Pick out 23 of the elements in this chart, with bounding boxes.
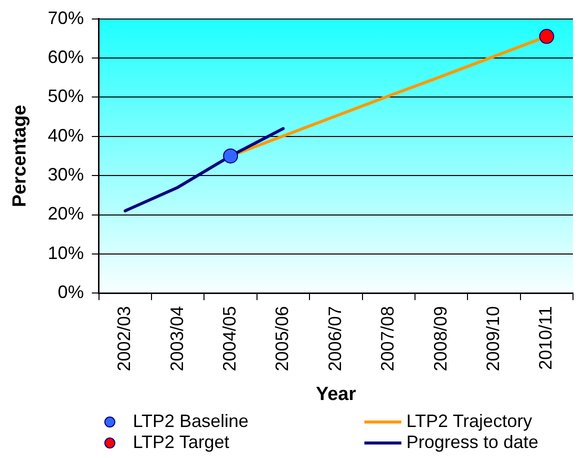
y-tick-label: 30% xyxy=(48,164,84,185)
y-tick-label: 40% xyxy=(48,125,84,146)
x-tick-label: 2008/09 xyxy=(430,306,450,372)
x-tick-label: 2002/03 xyxy=(114,306,134,372)
legend-label: LTP2 Trajectory xyxy=(406,410,532,431)
y-tick-label: 60% xyxy=(48,46,84,67)
y-axis-title: Percentage xyxy=(10,104,31,208)
legend-label: LTP2 Target xyxy=(132,432,230,452)
y-tick-label: 10% xyxy=(48,242,84,263)
x-tick-label: 2006/07 xyxy=(324,306,345,372)
x-tick-label: 2007/08 xyxy=(378,306,398,372)
y-tick-label: 0% xyxy=(58,282,84,302)
y-tick-label: 20% xyxy=(48,204,84,224)
legend-label: LTP2 Baseline xyxy=(132,410,249,431)
x-axis-title: Year xyxy=(316,384,357,405)
legend-label: Progress to date xyxy=(406,432,538,452)
x-tick-label: 2004/05 xyxy=(220,306,240,372)
y-tick-label: 70% xyxy=(48,8,84,28)
x-tick-label: 2009/10 xyxy=(482,306,503,372)
x-tick-label: 2010/11 xyxy=(536,306,556,370)
x-tick-label: 2005/06 xyxy=(272,306,292,372)
y-tick-label: 50% xyxy=(48,86,84,106)
x-tick-label: 2003/04 xyxy=(166,306,187,372)
